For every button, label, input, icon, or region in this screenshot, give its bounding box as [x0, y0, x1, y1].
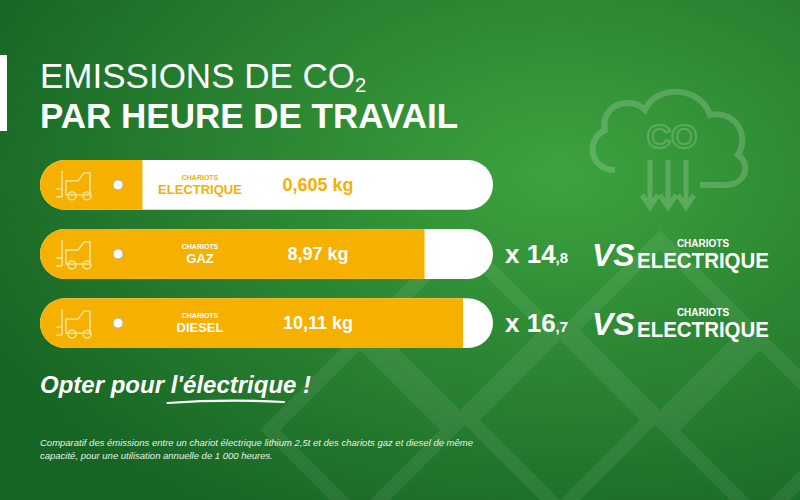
chart: CO EMISSIONS DE CO2PAR HEURE DE TRAVAIL CH…: [0, 0, 800, 500]
data-label: 8,97 kg: [287, 244, 348, 264]
category-label: CHARIOTSELECTRIQUE: [158, 174, 242, 197]
forklift-wheel: [83, 192, 91, 200]
pattern-diamond: [270, 340, 450, 500]
cloud-glyph: CO: [647, 117, 698, 155]
cloud-arrow: [642, 160, 658, 207]
icon-section: [40, 298, 122, 348]
category-label: CHARIOTSDIESEL: [177, 312, 224, 335]
icon-section: [40, 160, 122, 210]
bar: [122, 298, 463, 348]
comparison-vs: VS: [592, 237, 635, 273]
comparison-factor: x 14,8: [505, 239, 568, 269]
bar-knob: [113, 249, 123, 259]
comparison-reference: CHARIOTSELECTRIQUE: [637, 307, 769, 342]
annotation-underline: [167, 401, 284, 403]
bar-track: [40, 229, 493, 279]
forklift-mast: [56, 309, 62, 335]
bar-knob: [113, 180, 123, 190]
comparisons: x 14,8 VSCHARIOTSELECTRIQUE x 16,7 VSCHARIO…: [505, 237, 769, 342]
forklift-icon: [56, 240, 91, 269]
category-label: CHARIOTSGAZ: [182, 243, 219, 266]
cloud-arrow: [660, 160, 676, 207]
annotation: Opter pour l'électrique !: [40, 371, 311, 398]
comparison-reference: CHARIOTSELECTRIQUE: [637, 238, 769, 273]
bar: [122, 229, 425, 279]
pattern-diamond: [470, 330, 650, 500]
forklift-wheel: [68, 261, 76, 269]
cloud-arrow: [678, 160, 694, 207]
bars: [122, 160, 463, 348]
bar-track: [40, 160, 493, 210]
bar: [122, 160, 142, 210]
cloud-icon: CO: [593, 92, 746, 207]
title: EMISSIONS DE CO2: [40, 56, 366, 96]
forklift-icon: [56, 171, 91, 200]
pattern-diamond: [670, 340, 800, 500]
forklift-mast: [56, 240, 62, 266]
bar-track: [40, 298, 493, 348]
forklift-wheel: [68, 330, 76, 338]
title-accent: [0, 55, 7, 131]
forklift-wheel: [83, 330, 91, 338]
comparison-factor: x 16,7: [505, 308, 568, 338]
forklift-mast: [56, 171, 62, 197]
forklift-icons: [56, 171, 123, 338]
tracks: [40, 160, 493, 348]
data-label: 0,605 kg: [282, 175, 353, 195]
bar-knob: [113, 318, 123, 328]
forklift-wheel: [68, 192, 76, 200]
subtitle: PAR HEURE DE TRAVAIL: [40, 96, 458, 135]
forklift-icon: [56, 309, 91, 338]
bar-labels: CHARIOTSELECTRIQUE 0,605 kg CHARIOTSGAZ 8,9…: [158, 174, 353, 335]
forklift-wheel: [83, 261, 91, 269]
comparison-vs: VS: [592, 306, 635, 342]
icon-section: [40, 229, 122, 279]
data-label: 10,11 kg: [283, 313, 353, 333]
background-pattern: [270, 240, 800, 500]
footnote: Comparatif des émissions entre un chario…: [40, 437, 473, 461]
